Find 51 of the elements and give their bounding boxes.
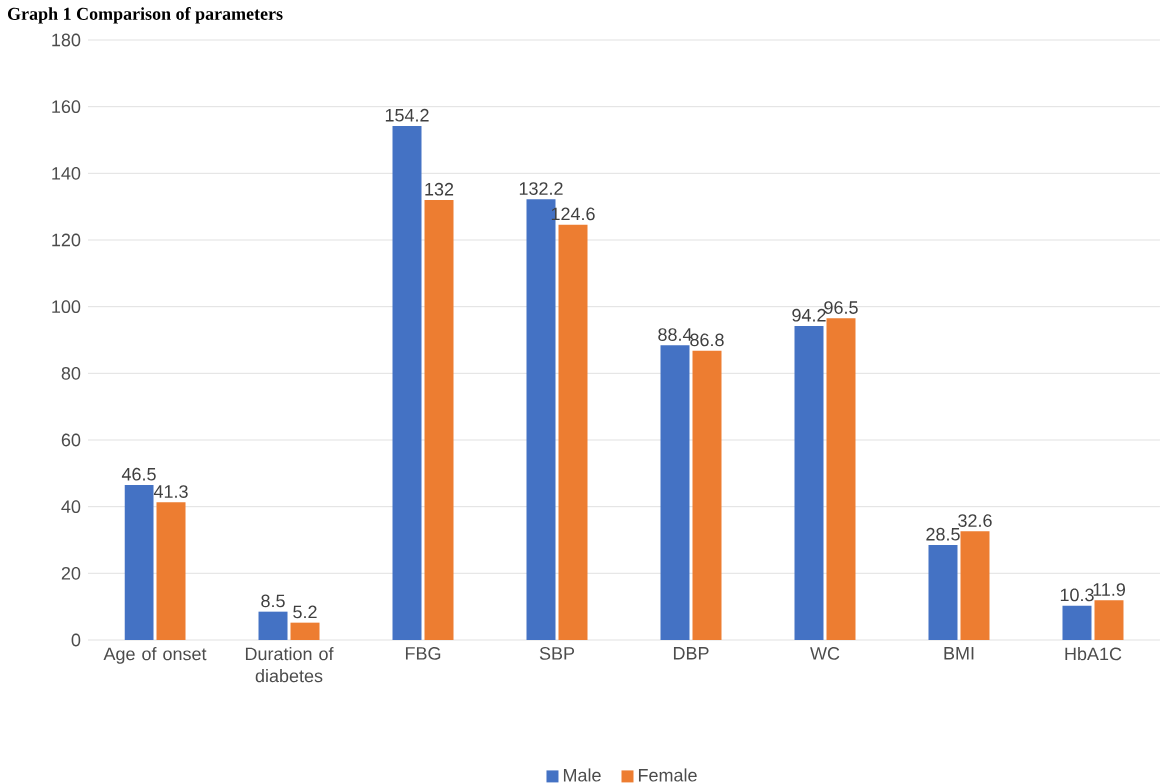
bar [960,531,990,640]
bar [1062,605,1092,640]
chart-title: Graph 1 Comparison of parameters [7,7,283,24]
y-tick-label: 180 [52,33,81,47]
y-tick-label: 120 [52,233,81,247]
data-label: 41.3 [153,485,188,498]
x-tick-label: Age of onset [103,647,207,664]
bar [424,200,454,640]
legend-label: Male [563,768,601,782]
data-label: 10.3 [1060,588,1094,602]
data-label: 96.5 [824,301,858,314]
data-label: 132.2 [519,182,563,195]
bar [794,326,824,640]
data-label: 86.8 [690,333,724,347]
x-tick-label: FBG [405,647,441,660]
x-tick-label: SBP [539,647,575,660]
bar [392,126,422,640]
data-label: 32.6 [958,514,992,527]
data-label: 132 [425,182,454,196]
data-label: 8.5 [261,594,285,608]
bar [258,611,288,640]
data-label: 11.9 [1093,583,1125,596]
bar [156,502,186,640]
bar [928,544,958,640]
bar [826,318,856,640]
bar [124,484,154,640]
data-label: 28.5 [926,527,960,541]
x-tick-label: HbA1C [1065,647,1122,661]
x-tick-label: DBP [673,647,709,660]
bar [1094,600,1124,640]
x-tick-label: Duration of diabetes [245,647,334,683]
y-tick-label: 160 [52,100,81,114]
y-tick-label: 140 [52,166,81,180]
bar [558,224,588,640]
data-label: 154.2 [385,108,429,122]
y-tick-label: 40 [61,500,81,514]
legend-label: Female [638,768,697,782]
y-tick-label: 60 [61,433,81,447]
bar [692,350,722,640]
bar [290,622,320,640]
x-tick-label: BMI [944,647,974,660]
data-label: 94.2 [792,308,826,322]
data-label: 88.4 [658,328,692,341]
y-tick-label: 20 [61,566,81,580]
data-label: 5.2 [293,605,317,619]
y-tick-label: 0 [71,633,81,647]
x-tick-label: WC [810,647,840,660]
bar [660,345,690,640]
y-tick-label: 100 [52,300,81,314]
data-label: 46.5 [121,467,156,481]
y-tick-label: 80 [61,366,81,380]
